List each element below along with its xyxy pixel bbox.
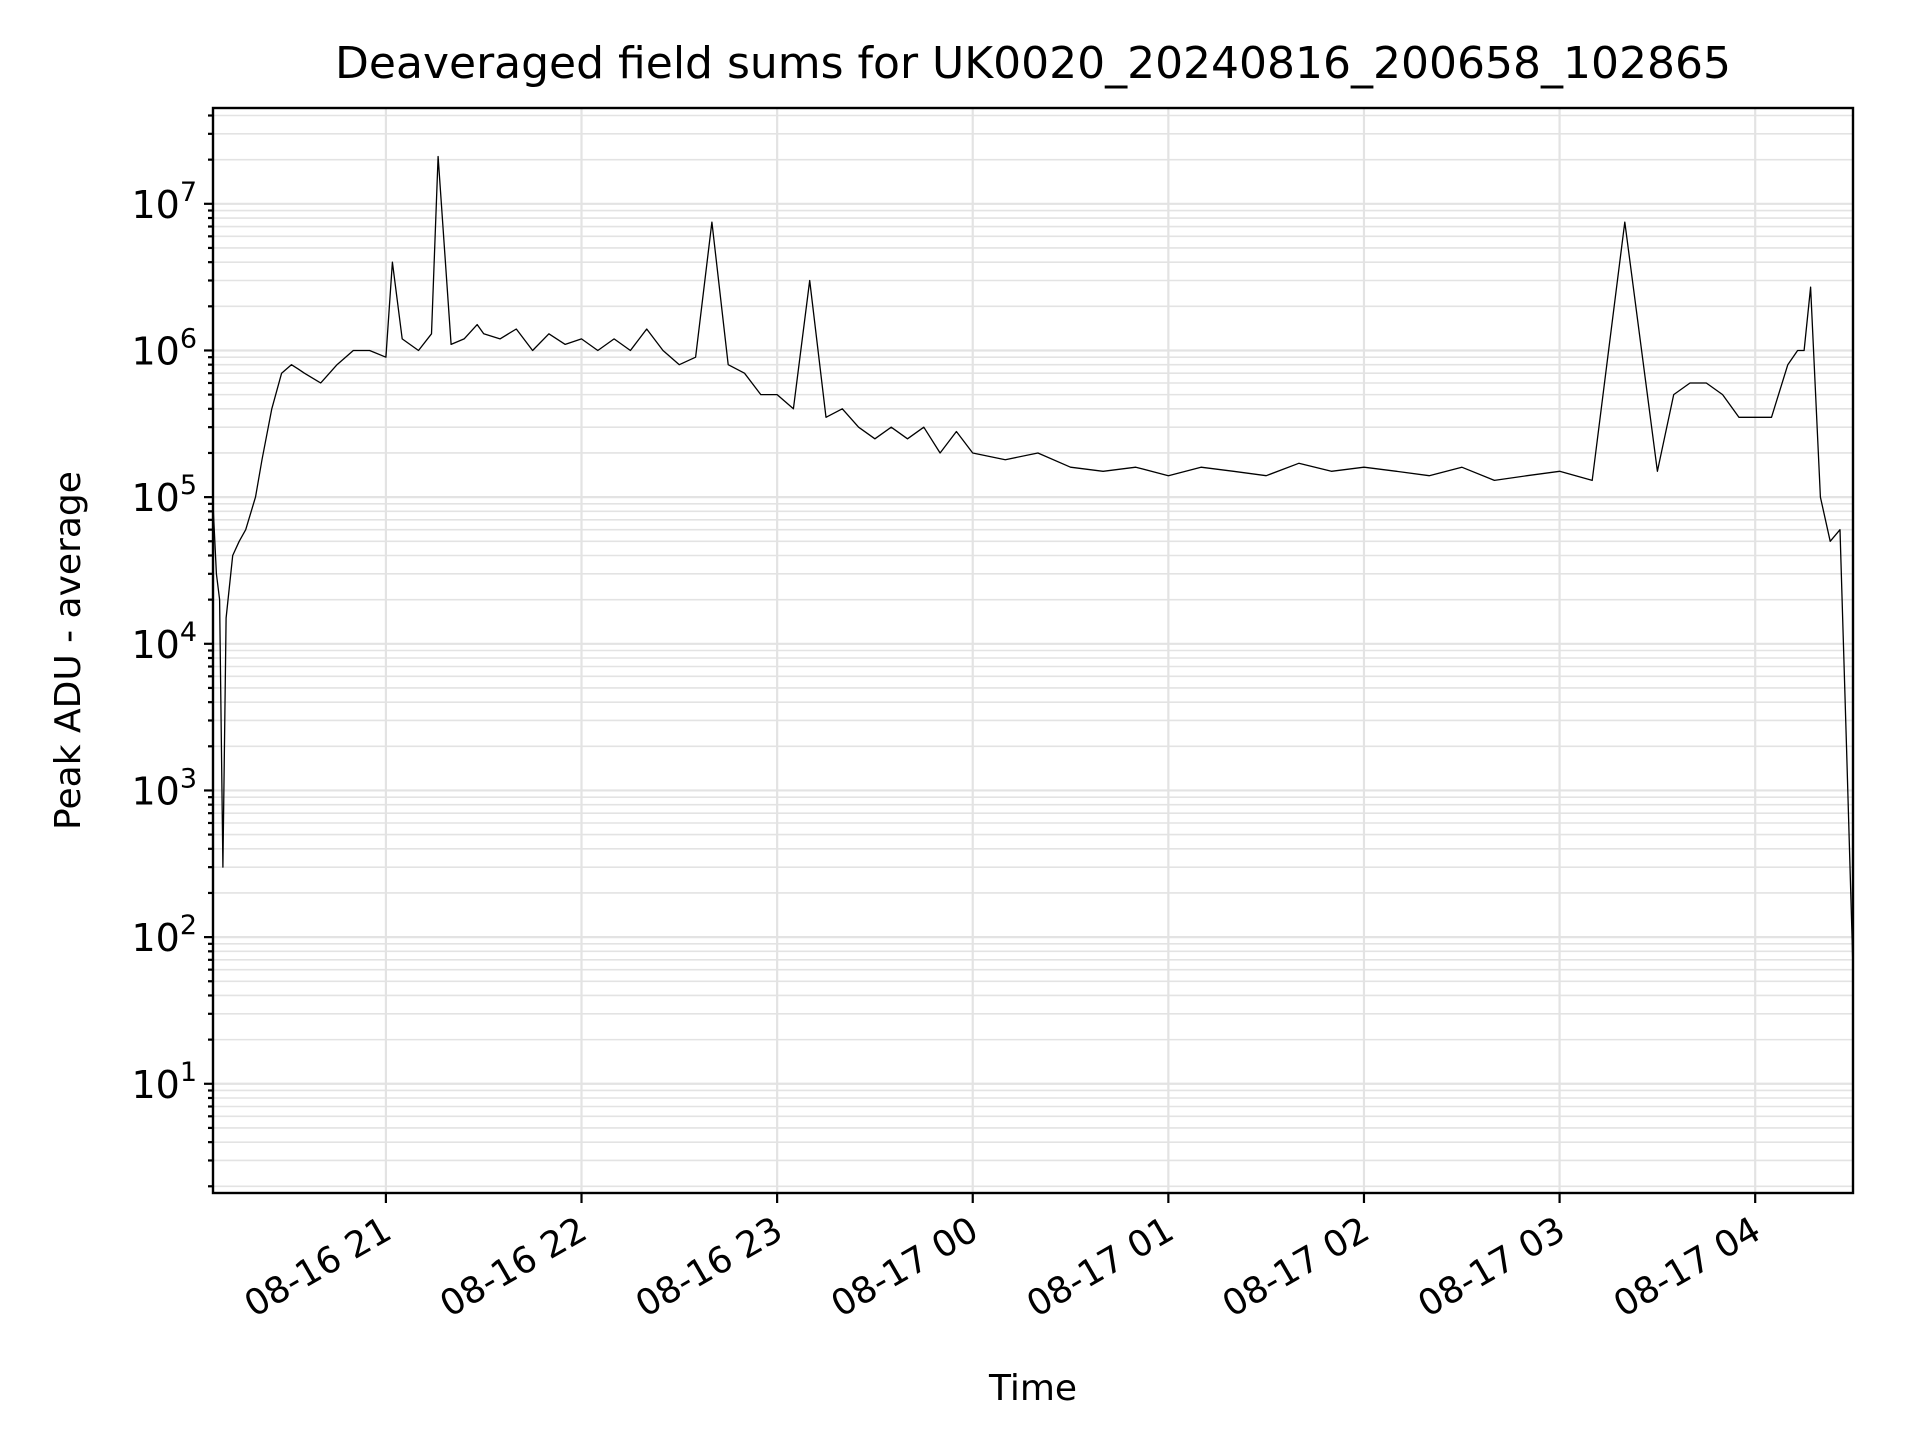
chart-title: Deaveraged field sums for UK0020_2024081… bbox=[335, 38, 1731, 89]
x-axis-label: Time bbox=[988, 1368, 1077, 1409]
y-tick-label: 101 bbox=[131, 1057, 197, 1107]
y-axis-ticks: 101 102 103 104 105 106 107 bbox=[131, 114, 213, 1188]
y-tick-label: 105 bbox=[131, 470, 197, 520]
y-tick-label: 104 bbox=[131, 617, 197, 667]
y-tick-label: 103 bbox=[131, 763, 197, 813]
y-tick-label: 107 bbox=[131, 177, 197, 227]
y-axis-label: Peak ADU - average bbox=[48, 471, 89, 830]
y-tick-label: 106 bbox=[131, 323, 197, 373]
major-gridlines bbox=[213, 108, 1853, 1193]
y-tick-label: 102 bbox=[131, 910, 197, 960]
series-line bbox=[212, 155, 1854, 970]
minor-gridlines bbox=[213, 114, 1853, 1188]
